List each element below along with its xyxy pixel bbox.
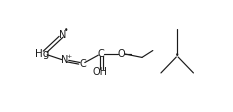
Text: N: N xyxy=(59,30,66,40)
Text: OH: OH xyxy=(93,67,108,77)
Text: •: • xyxy=(64,26,69,35)
Text: C: C xyxy=(97,49,104,59)
Text: O: O xyxy=(117,49,125,59)
Text: N: N xyxy=(61,55,68,65)
Text: Hg: Hg xyxy=(35,48,50,59)
Text: C: C xyxy=(79,59,86,69)
Text: +: + xyxy=(67,55,72,59)
Text: •: • xyxy=(175,51,179,60)
